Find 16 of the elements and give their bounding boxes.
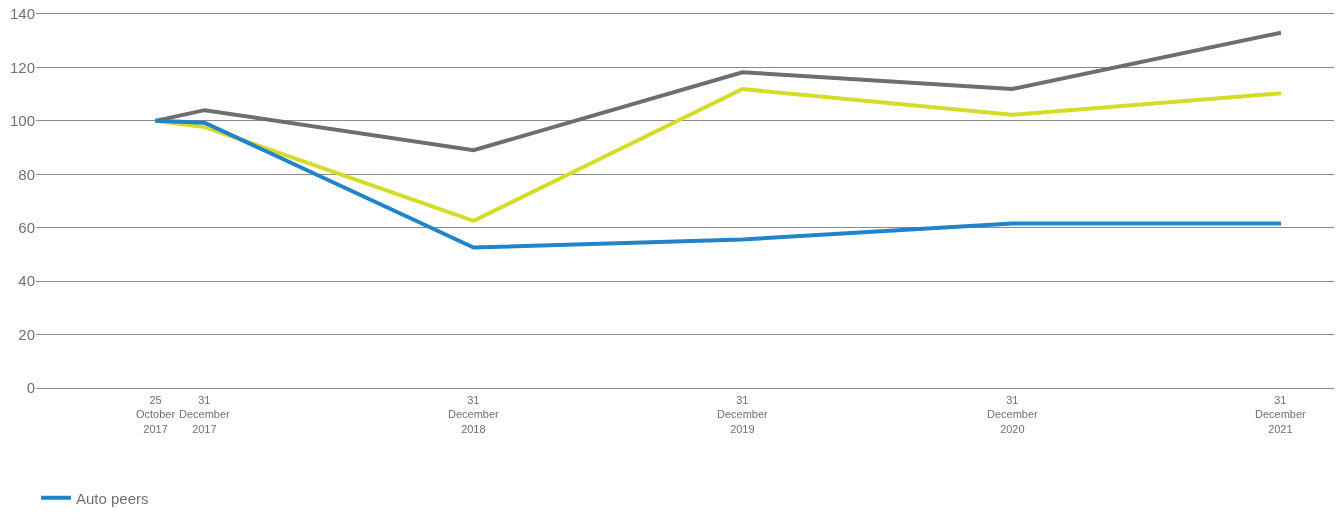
- y-tick-label: 20: [18, 325, 35, 343]
- y-tick-label: 140: [9, 5, 35, 23]
- x-tick-label: 31 December 2021: [1255, 394, 1307, 435]
- x-tick-label: 25 October 2017: [136, 394, 176, 435]
- y-tick-label: 60: [18, 218, 35, 236]
- x-tick-label: 31 December 2017: [179, 394, 231, 435]
- y-tick-label: 80: [18, 165, 35, 183]
- y-tick-label: 120: [9, 58, 35, 76]
- y-tick-label: 100: [9, 112, 35, 130]
- y-tick-label: 0: [26, 379, 35, 397]
- x-tick-label: 31 December 2019: [717, 394, 769, 435]
- x-tick-label: 31 December 2018: [448, 394, 500, 435]
- x-tick-label: 31 December 2020: [987, 394, 1039, 435]
- legend-label: Auto peers: [76, 489, 149, 507]
- y-tick-label: 40: [18, 272, 35, 290]
- line-series: [153, 118, 1283, 250]
